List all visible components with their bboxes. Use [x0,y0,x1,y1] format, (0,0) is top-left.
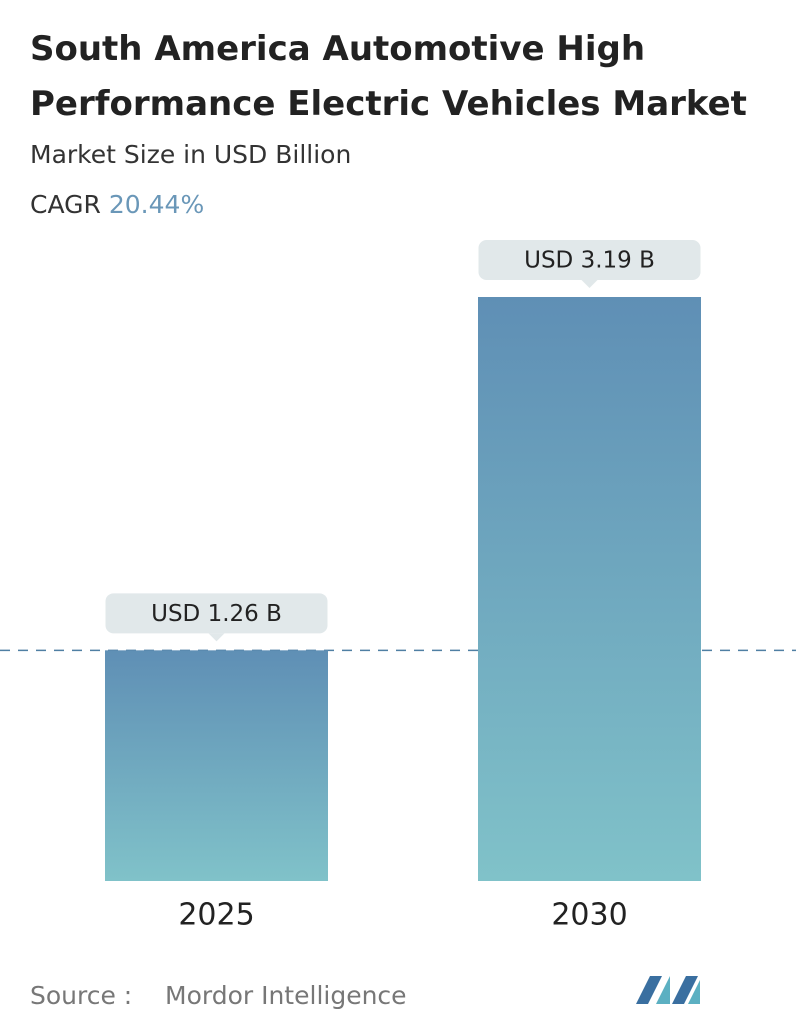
cagr: CAGR 20.44% [30,190,204,219]
x-tick-label: 2030 [551,898,627,933]
bar [105,650,328,881]
value-label: USD 3.19 B [524,248,655,274]
logo [636,976,700,1004]
cagr-value: 20.44% [108,190,205,219]
value-label: USD 1.26 B [151,601,282,627]
label-bubble [478,240,701,280]
bar [478,297,701,881]
cagr-label: CAGR [30,190,101,219]
label-pointer [581,280,598,288]
source-label: Source : [30,981,132,1010]
chart-title: South America Automotive High Performanc… [30,29,747,124]
x-tick-label: 2025 [178,898,254,933]
chart-subtitle: Market Size in USD Billion [30,140,352,169]
source: Mordor Intelligence [165,981,407,1010]
label-bubble [105,593,328,634]
label-pointer [208,633,225,642]
